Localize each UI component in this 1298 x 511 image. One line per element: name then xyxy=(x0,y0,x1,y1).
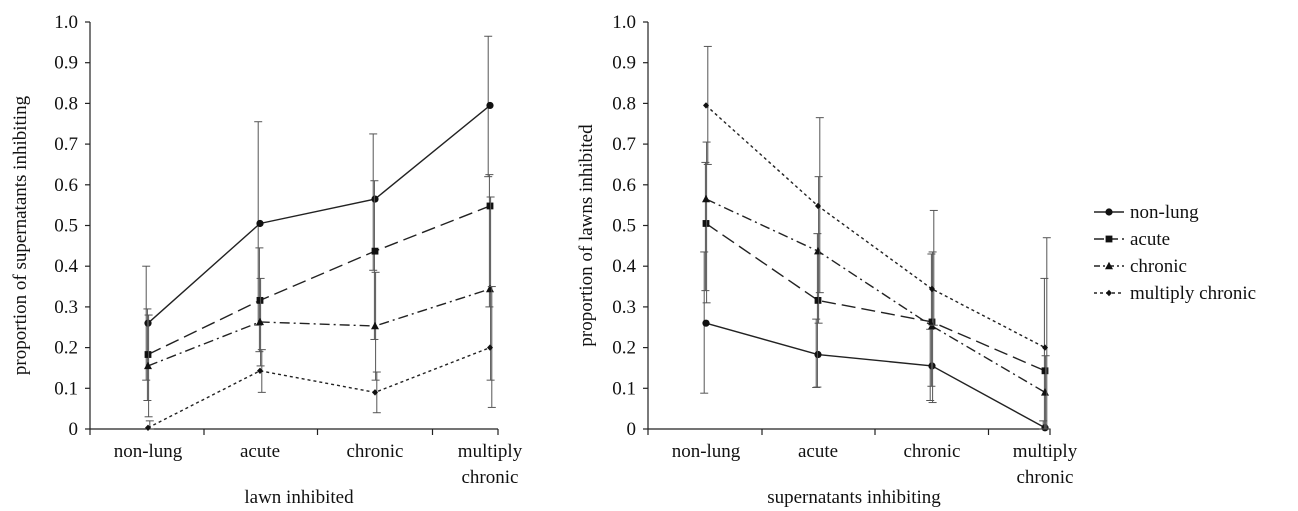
legend-label: acute xyxy=(1130,229,1170,250)
x-tick-label: chronic xyxy=(347,441,404,462)
data-point xyxy=(371,195,379,203)
data-point xyxy=(703,102,709,109)
x-axis-title: lawn inhibited xyxy=(244,487,354,508)
data-point xyxy=(929,285,935,293)
series-multiply-chronic xyxy=(703,45,1051,430)
data-point xyxy=(486,202,494,210)
data-point xyxy=(256,219,264,228)
legend-label: multiply chronic xyxy=(1130,283,1256,304)
y-tick-label: 0.6 xyxy=(54,175,78,196)
y-tick-label: 0.3 xyxy=(54,297,78,318)
x-tick-label: multiply xyxy=(458,441,523,462)
y-tick-label: 0.2 xyxy=(54,338,78,359)
y-axis-title: proportion of supernatants inhibiting xyxy=(10,95,31,375)
y-tick-label: 0.1 xyxy=(54,378,78,399)
data-point xyxy=(702,220,710,227)
data-point xyxy=(371,321,379,330)
data-point xyxy=(814,350,822,359)
y-tick-label: 0.4 xyxy=(54,256,78,277)
y-tick-label: 0.5 xyxy=(54,216,78,237)
series-acute xyxy=(701,161,1049,430)
data-point xyxy=(256,317,264,326)
series-non-lung xyxy=(700,251,1049,432)
legend-marker xyxy=(1105,208,1113,216)
y-tick-label: 0.7 xyxy=(54,134,78,155)
data-point xyxy=(487,344,493,351)
x-tick-label: acute xyxy=(798,441,838,462)
data-point xyxy=(144,319,152,327)
data-point xyxy=(1041,424,1049,432)
series-line xyxy=(147,104,491,324)
chart-right: 0 0.1 0.2 0.3 0.4 0.5 0.6 0.7 0.8 0.9 1.0 non-lung a… xyxy=(576,12,1078,508)
series-line xyxy=(705,322,1046,429)
y-tick-label: 0 xyxy=(627,419,637,440)
data-point xyxy=(814,246,822,255)
y-tick-label: 0.2 xyxy=(612,338,636,359)
series-line xyxy=(147,205,491,356)
series-line xyxy=(705,222,1046,372)
y-tick-label: 0 xyxy=(69,419,79,440)
series-line xyxy=(705,104,1046,349)
x-tick-label: chronic xyxy=(904,441,961,462)
data-point xyxy=(486,101,494,110)
y-tick-label: 0.6 xyxy=(612,175,636,196)
chart-left: 0 0.1 0.2 0.3 0.4 0.5 0.6 0.7 0.8 0.9 1.0 non-lung a… xyxy=(10,12,523,508)
x-tick-label: chronic xyxy=(1017,467,1074,488)
y-tick-label: 0.4 xyxy=(612,256,636,277)
series-acute xyxy=(143,174,494,402)
legend-marker xyxy=(1106,289,1112,297)
y-tick-label: 0.3 xyxy=(612,297,636,318)
data-point xyxy=(815,202,821,210)
data-point xyxy=(256,296,264,304)
series-non-lung xyxy=(142,35,494,381)
data-point xyxy=(928,362,936,370)
data-point xyxy=(486,284,494,293)
data-point xyxy=(145,424,151,431)
y-tick-label: 0.8 xyxy=(612,93,636,114)
data-point xyxy=(144,361,152,370)
x-tick-label: non-lung xyxy=(114,441,183,462)
data-point xyxy=(371,247,379,255)
series-chronic xyxy=(702,141,1050,430)
y-tick-label: 1.0 xyxy=(612,12,636,33)
x-axis-title: supernatants inhibiting xyxy=(767,487,941,508)
y-tick-label: 0.8 xyxy=(54,93,78,114)
data-point xyxy=(1041,388,1049,396)
y-tick-label: 0.5 xyxy=(612,216,636,237)
data-point xyxy=(372,389,378,396)
data-point xyxy=(144,351,152,358)
series-multiply-chronic xyxy=(145,286,496,431)
legend-marker xyxy=(1105,261,1113,270)
x-tick-label: acute xyxy=(240,441,280,462)
x-tick-label: chronic xyxy=(462,467,519,488)
legend-label: chronic xyxy=(1130,256,1187,277)
y-tick-label: 0.9 xyxy=(54,53,78,74)
series-line xyxy=(705,198,1046,393)
x-tick-label: non-lung xyxy=(672,441,741,462)
data-point xyxy=(702,319,710,327)
legend: non-lung acute chronic multiply chronic xyxy=(1094,202,1256,304)
data-point xyxy=(702,194,710,203)
data-point xyxy=(814,296,822,304)
data-point xyxy=(257,367,263,374)
data-point xyxy=(1041,367,1049,375)
y-axis-title: proportion of lawns inhibited xyxy=(576,124,597,347)
series-line xyxy=(147,288,491,367)
series-line xyxy=(147,346,491,429)
y-tick-label: 0.7 xyxy=(612,134,636,155)
y-tick-label: 0.9 xyxy=(612,53,636,74)
y-tick-label: 0.1 xyxy=(612,378,636,399)
y-tick-label: 1.0 xyxy=(54,12,78,33)
data-point xyxy=(1042,344,1048,351)
legend-marker xyxy=(1105,235,1113,243)
series-chronic xyxy=(144,196,495,418)
x-tick-label: multiply xyxy=(1013,441,1078,462)
legend-label: non-lung xyxy=(1130,202,1199,223)
